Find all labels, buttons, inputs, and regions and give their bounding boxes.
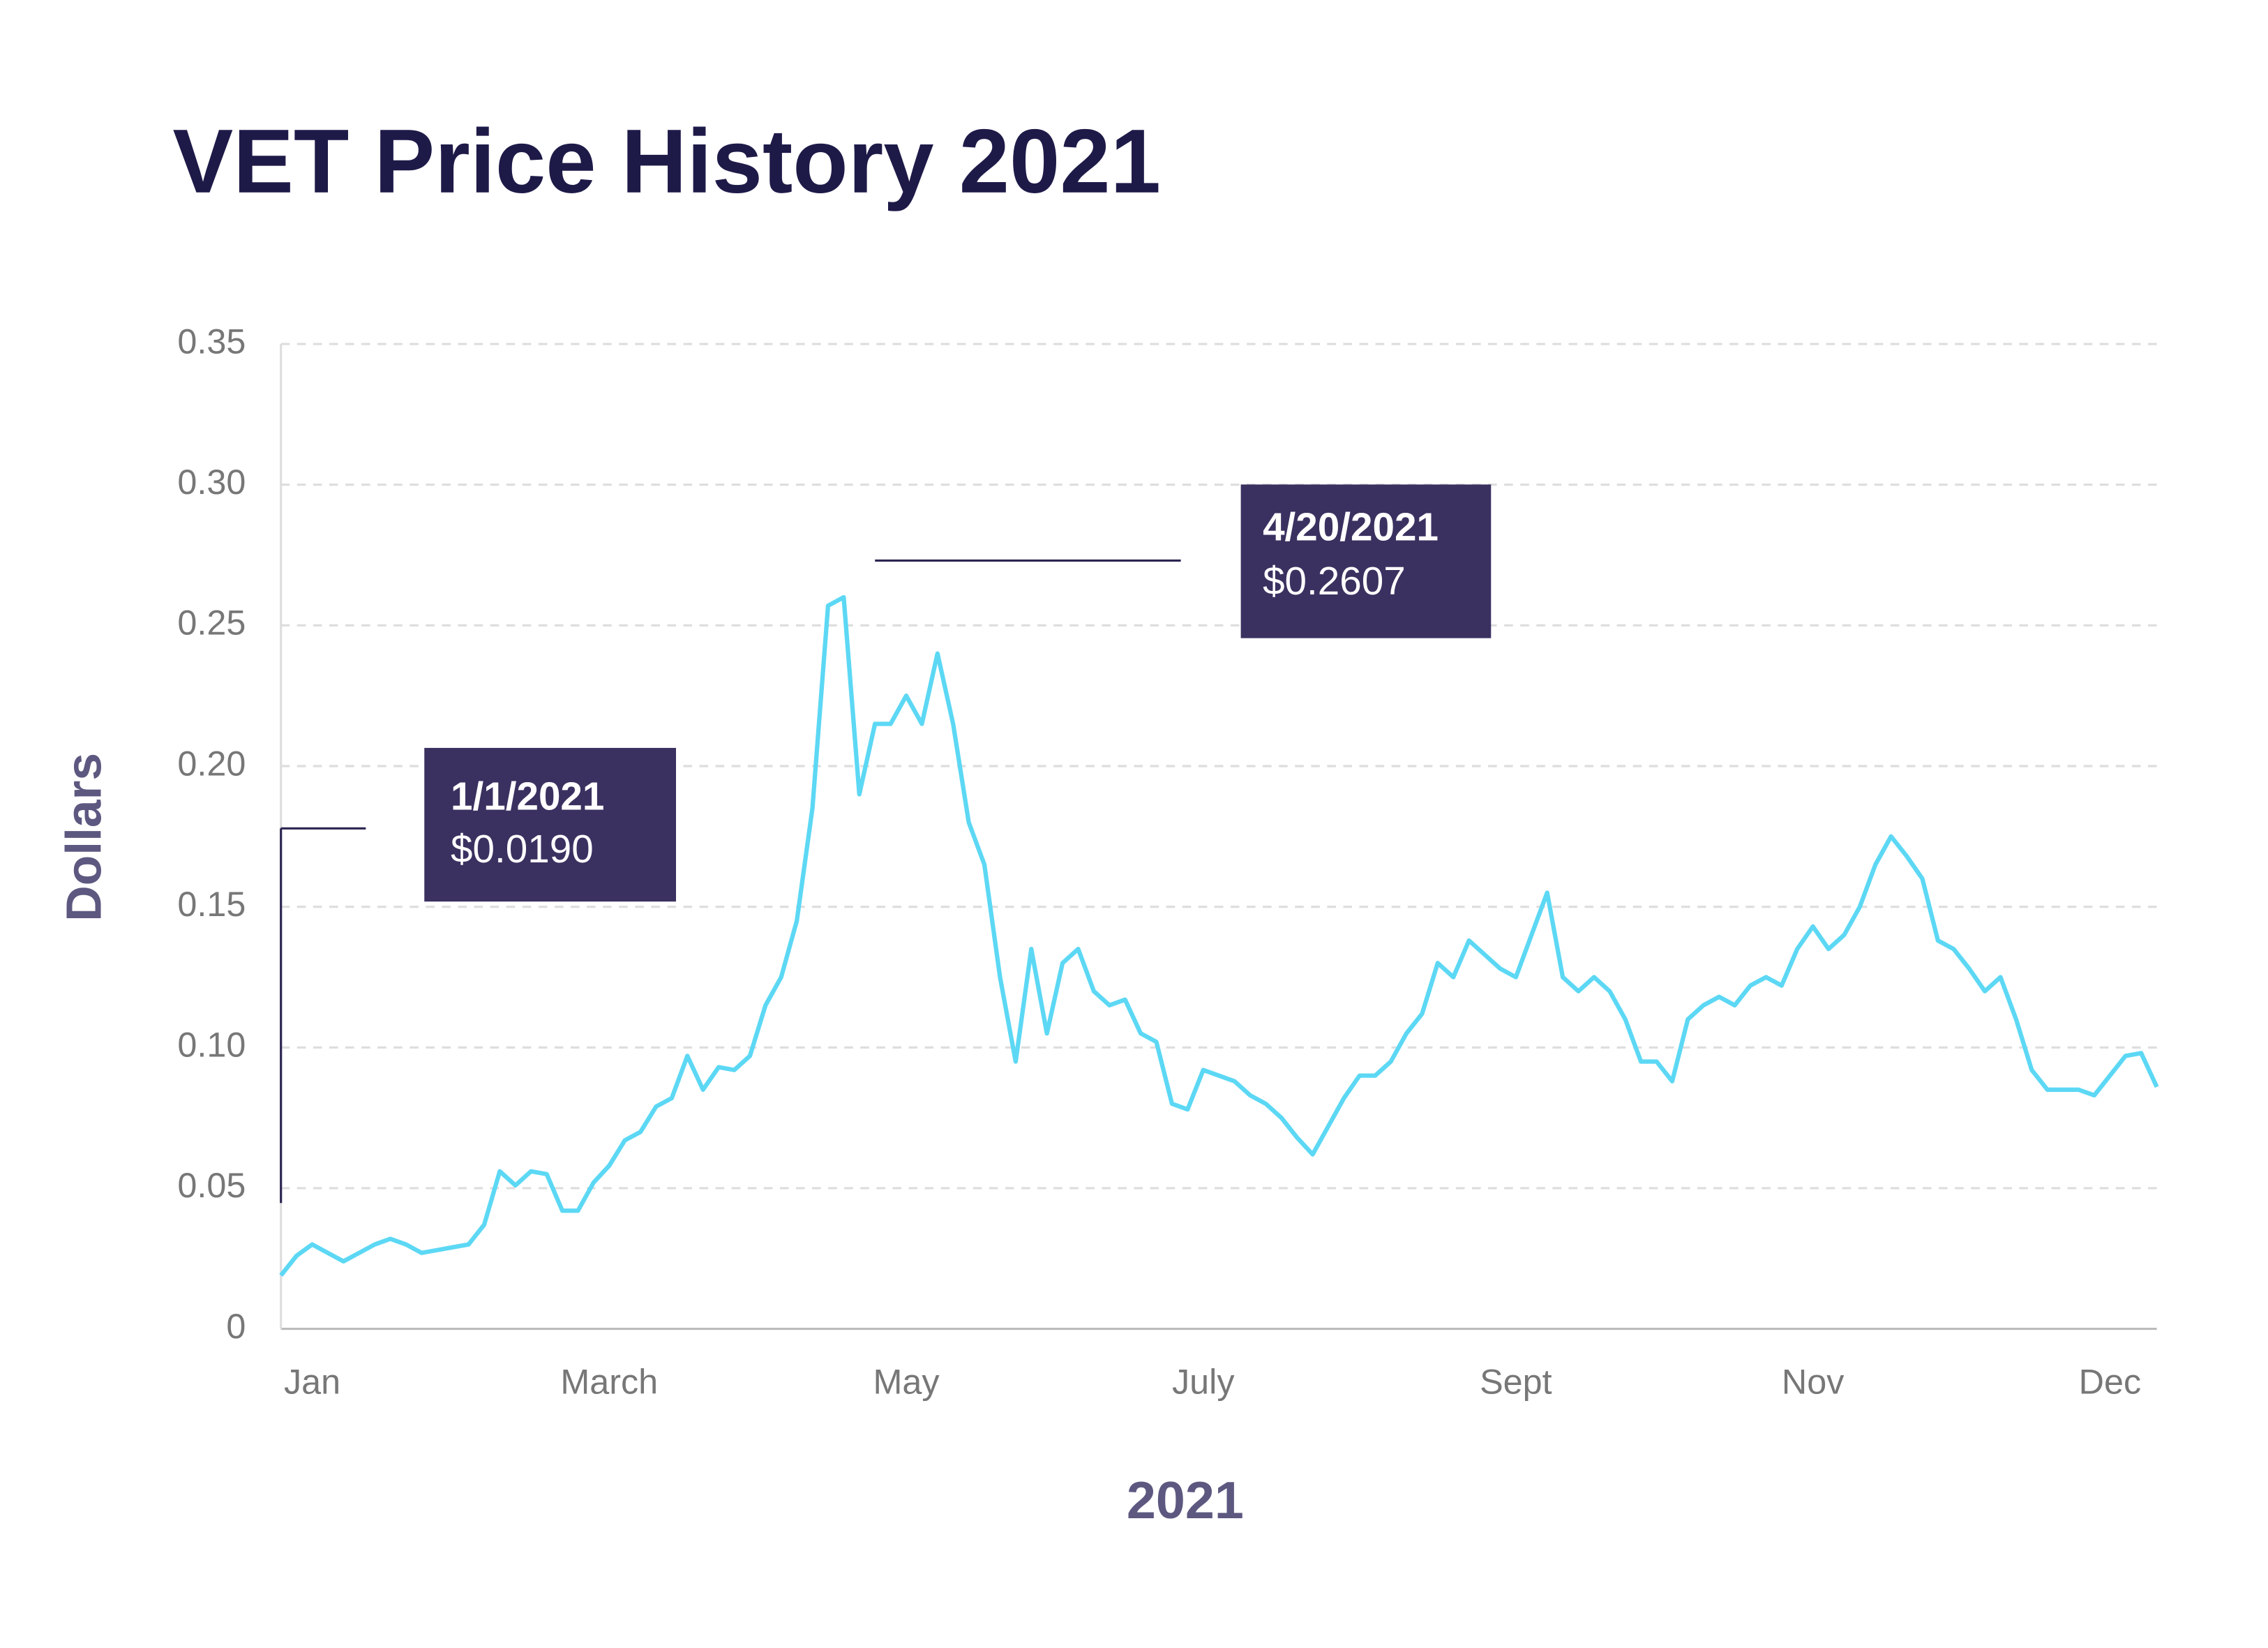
y-tick-label: 0.20 xyxy=(177,743,246,783)
y-axis-label: Dollars xyxy=(57,753,112,922)
y-tick-label: 0.25 xyxy=(177,603,246,643)
annotation-box xyxy=(1240,484,1492,638)
annotation-price: $0.2607 xyxy=(1263,560,1406,604)
x-tick-label: Dec xyxy=(2079,1362,2142,1402)
x-tick-label: July xyxy=(1172,1362,1235,1402)
annotation-date: 1/1/2021 xyxy=(451,774,604,818)
x-axis-label: 2021 xyxy=(1127,1471,1244,1529)
y-tick-label: 0.05 xyxy=(177,1165,246,1205)
annotation-price: $0.0190 xyxy=(451,827,594,871)
annotation: 4/20/2021 $0.2607 xyxy=(1240,484,1492,638)
y-tick-label: 0.35 xyxy=(177,321,246,361)
x-tick-label: March xyxy=(560,1362,658,1402)
x-tick-label: Nov xyxy=(1782,1362,1845,1402)
annotation: 1/1/2021 $0.0190 xyxy=(424,747,677,902)
x-tick-label: Jan xyxy=(284,1362,340,1402)
y-tick-label: 0.15 xyxy=(177,884,246,924)
annotation-box xyxy=(424,747,677,902)
chart-title: VET Price History 2021 xyxy=(172,110,1160,212)
x-tick-label: Sept xyxy=(1480,1362,1552,1402)
y-tick-label: 0.30 xyxy=(177,462,246,502)
annotation-date: 4/20/2021 xyxy=(1263,505,1439,549)
x-tick-label: May xyxy=(873,1362,940,1402)
y-tick-label: 0.10 xyxy=(177,1025,246,1065)
price-line xyxy=(279,594,2159,1277)
y-tick-label: 0 xyxy=(226,1306,246,1346)
